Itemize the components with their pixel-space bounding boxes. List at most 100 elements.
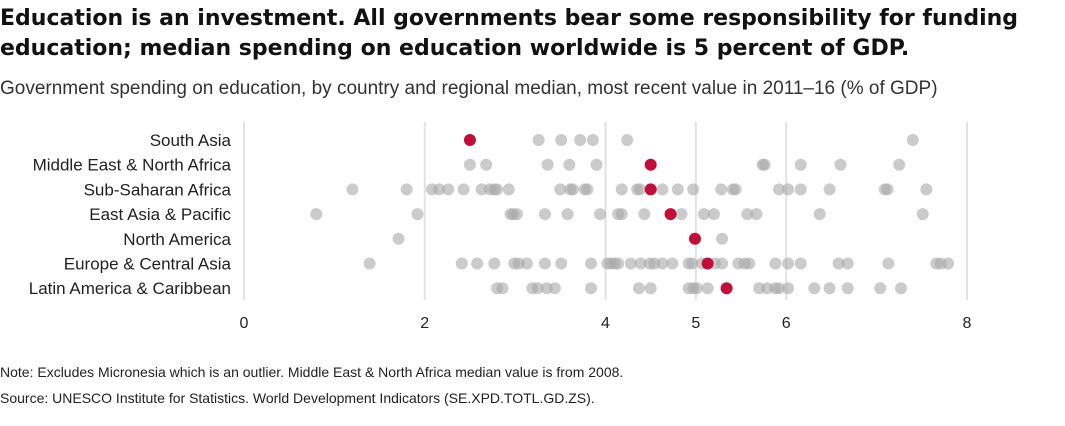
country-point [491,183,504,196]
category-label: Europe & Central Asia [64,255,232,274]
country-point [743,257,756,270]
country-point [823,183,836,196]
country-point [541,158,554,171]
country-point [671,183,684,196]
country-point [400,183,413,196]
x-tick-label: 6 [782,315,791,332]
country-point [363,257,376,270]
country-point [782,183,795,196]
country-point [773,282,786,295]
country-point [488,257,501,270]
country-point [480,158,493,171]
category-label: North America [123,230,231,249]
country-point [750,208,763,221]
dot-plot-chart: South Asia Middle East & North Africa Sub-… [29,122,972,332]
country-point [574,134,587,146]
median-point [463,134,476,146]
country-point [841,257,854,270]
country-point [690,282,703,295]
x-tick-label: 5 [691,315,700,332]
country-point [794,183,807,196]
country-point [621,134,634,146]
country-point [585,282,598,295]
country-point [782,282,795,295]
country-point [548,282,561,295]
country-point [538,257,551,270]
country-point [698,208,711,221]
country-point [346,183,359,196]
country-point [624,257,637,270]
country-point [615,183,628,196]
country-point [496,282,509,295]
chart-subtitle: Government spending on education, by cou… [0,78,938,99]
country-point [310,208,323,221]
country-point [701,282,714,295]
country-point [687,183,700,196]
country-point [794,158,807,171]
country-point [538,208,551,221]
country-point [881,183,894,196]
country-point [392,232,405,245]
country-point [615,208,628,221]
country-point [455,257,468,270]
category-label: East Asia & Pacific [89,205,231,224]
median-point [720,282,733,295]
country-point [502,183,515,196]
country-point [632,282,645,295]
country-point [920,183,933,196]
country-point [769,257,782,270]
country-point [942,257,955,270]
country-point [773,183,786,196]
median-point [688,232,701,245]
category-label: Sub-Saharan Africa [84,180,232,199]
country-point [686,257,699,270]
country-point [612,257,625,270]
country-point [808,282,821,295]
x-tick-label: 0 [240,315,249,332]
country-point [906,134,919,146]
country-point [581,183,594,196]
category-label: Latin America & Caribbean [29,279,231,298]
country-point [758,158,771,171]
x-tick-label: 8 [963,315,972,332]
country-point [510,208,523,221]
country-point [433,183,446,196]
chart-title: Education is an investment. All governme… [0,6,1019,61]
median-point [644,183,657,196]
country-point [563,158,576,171]
country-point [463,158,476,171]
country-point [411,208,424,221]
country-point [531,282,544,295]
country-point [729,183,742,196]
country-point [741,208,754,221]
country-point [555,134,568,146]
median-point [644,158,657,171]
country-point [882,257,895,270]
country-point [716,232,729,245]
country-point [656,183,669,196]
country-point [675,208,688,221]
country-point [841,282,854,295]
country-point [895,282,908,295]
country-point [520,257,533,270]
country-point [716,257,729,270]
country-point [832,257,845,270]
x-tick-label: 4 [601,315,610,332]
country-point [554,183,567,196]
country-point [594,208,607,221]
country-point [656,257,669,270]
country-point [555,257,568,270]
country-point [634,257,647,270]
country-point [874,282,887,295]
country-point [457,183,470,196]
country-point [813,208,826,221]
country-point [916,208,929,221]
category-label: Middle East & North Africa [33,156,232,175]
country-point [566,183,579,196]
x-tick-label: 2 [420,315,429,332]
country-point [782,257,795,270]
country-point [666,257,679,270]
country-point [893,158,906,171]
country-point [715,183,728,196]
chart-note: Note: Excludes Micronesia which is an ou… [0,364,624,380]
